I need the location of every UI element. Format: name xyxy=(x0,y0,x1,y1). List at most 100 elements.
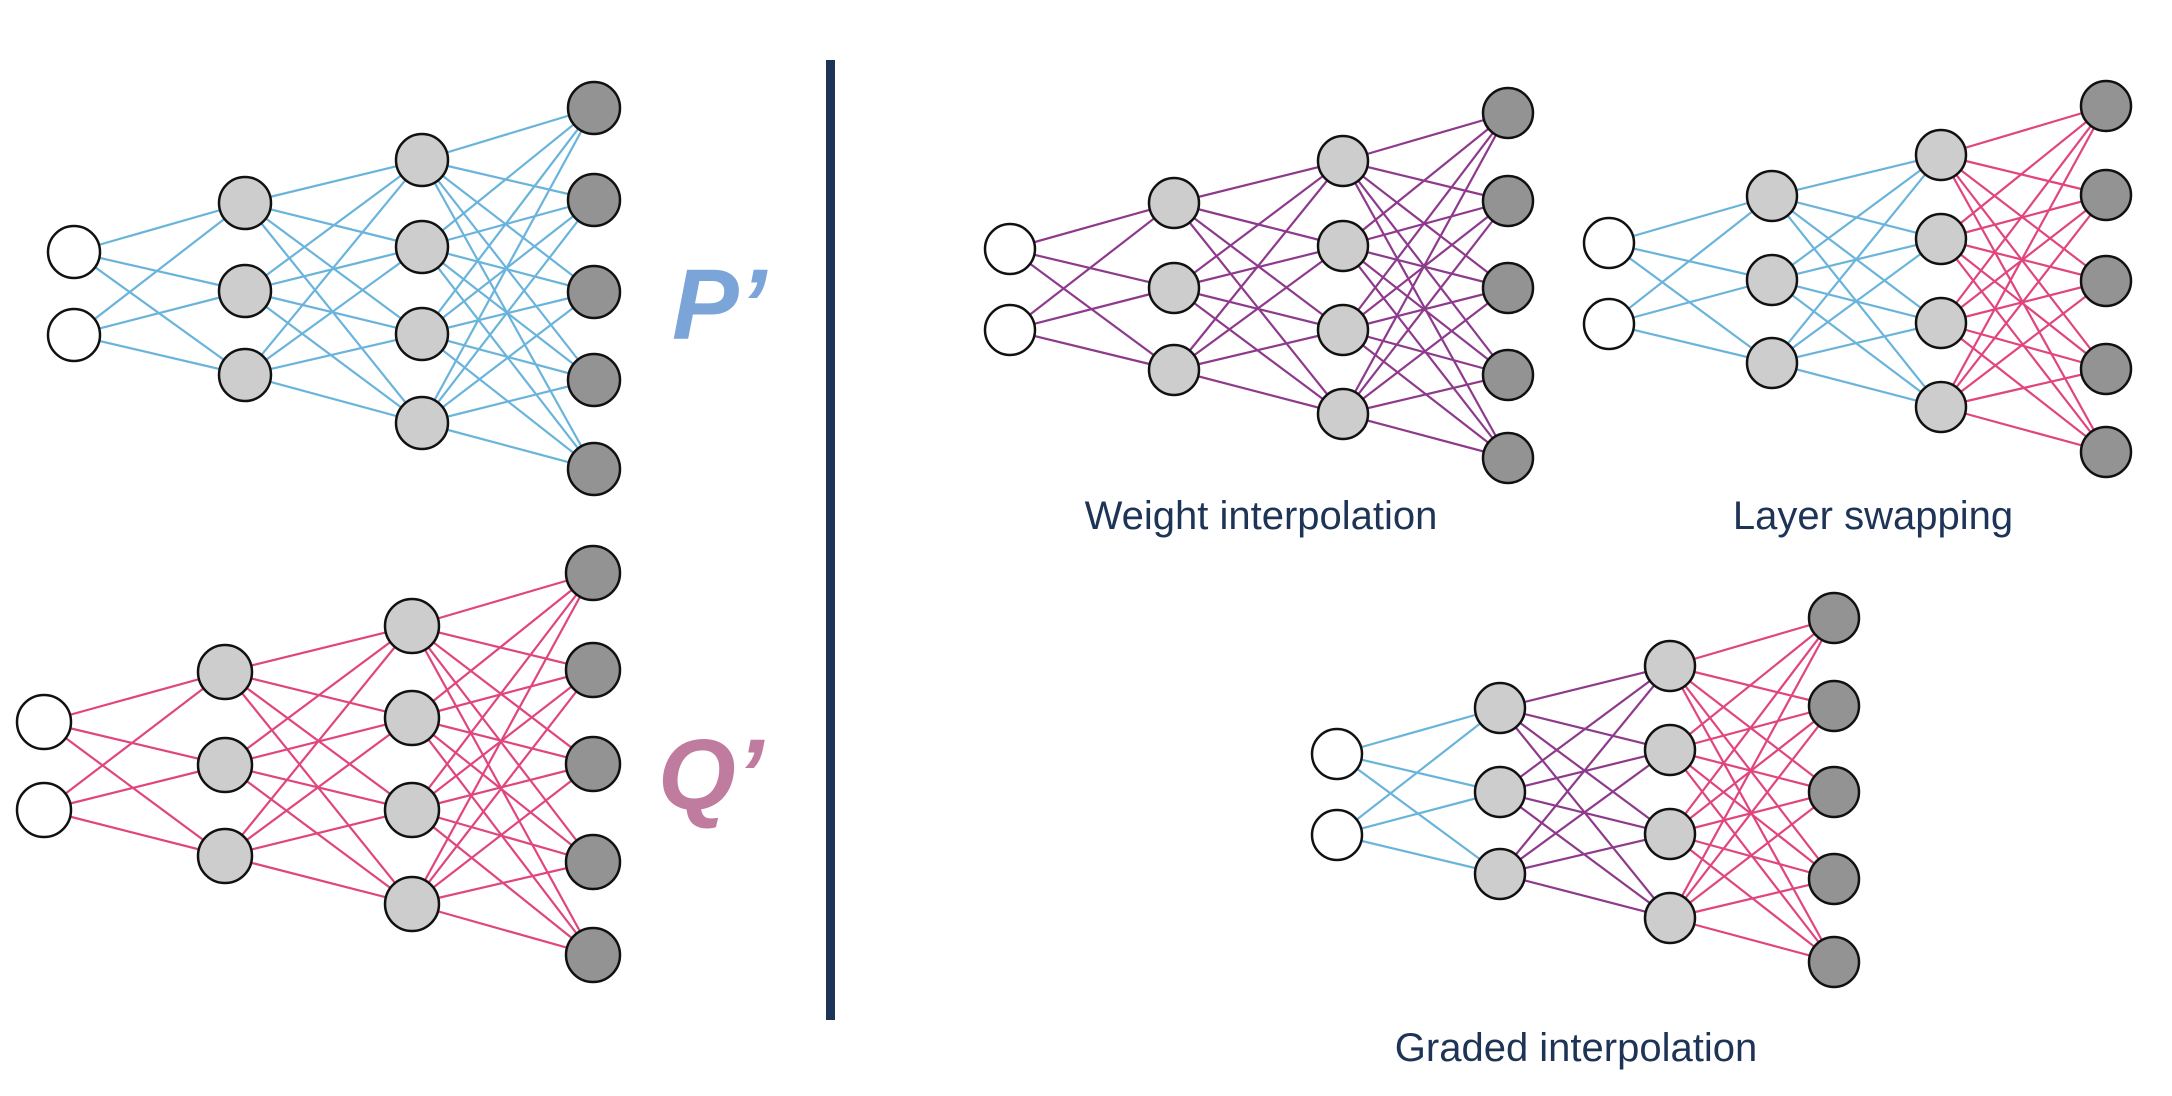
node-weight-interpolation-hidden1-1 xyxy=(1147,261,1201,315)
edge-p-model-l1-2-1 xyxy=(244,246,423,376)
edge-graded-interpolation-l1-2-3 xyxy=(1499,872,1671,920)
node-layer-swapping-output-4 xyxy=(2079,425,2133,479)
node-graded-interpolation-hidden2-3 xyxy=(1643,891,1697,945)
node-graded-interpolation-hidden2-1 xyxy=(1643,723,1697,777)
edge-q-model-l2-1-1 xyxy=(411,668,594,720)
edges-layer-swapping xyxy=(1608,104,2107,454)
edge-graded-interpolation-l1-1-0 xyxy=(1499,665,1671,793)
node-graded-interpolation-hidden1-2 xyxy=(1473,847,1527,901)
node-q-model-hidden1-2 xyxy=(196,827,254,885)
nodes-p-model xyxy=(46,80,622,497)
node-weight-interpolation-hidden2-3 xyxy=(1316,387,1370,441)
node-q-model-hidden1-1 xyxy=(196,736,254,794)
edges-p-model xyxy=(73,106,595,471)
edge-p-model-l2-2-0 xyxy=(421,107,595,335)
edge-layer-swapping-l2-2-3 xyxy=(1940,321,2107,371)
node-layer-swapping-input-1 xyxy=(1582,297,1636,351)
node-layer-swapping-hidden2-2 xyxy=(1914,296,1968,350)
node-graded-interpolation-hidden1-0 xyxy=(1473,681,1527,735)
node-p-model-hidden1-2 xyxy=(217,347,273,403)
node-p-model-output-0 xyxy=(566,80,622,136)
edge-p-model-l1-0-0 xyxy=(244,158,423,205)
edge-layer-swapping-l2-0-3 xyxy=(1940,154,2107,370)
edge-layer-swapping-l0-0-1 xyxy=(1608,241,1773,282)
edges-weight-interpolation xyxy=(1009,111,1509,460)
node-p-model-hidden1-0 xyxy=(217,175,273,231)
edge-q-model-l2-1-0 xyxy=(411,572,594,719)
node-layer-swapping-hidden2-0 xyxy=(1914,128,1968,182)
edge-p-model-l2-0-1 xyxy=(421,158,595,202)
node-p-model-output-3 xyxy=(566,352,622,408)
edge-layer-swapping-l2-0-1 xyxy=(1940,153,2107,197)
edge-layer-swapping-l2-3-1 xyxy=(1940,194,2107,408)
edge-weight-interpolation-l2-3-0 xyxy=(1342,112,1509,415)
edge-layer-swapping-l1-0-0 xyxy=(1771,153,1942,198)
network-weight-interpolation xyxy=(983,86,1535,485)
node-graded-interpolation-hidden2-2 xyxy=(1643,807,1697,861)
edge-weight-interpolation-l2-3-3 xyxy=(1342,373,1509,416)
edge-graded-interpolation-l0-0-0 xyxy=(1336,706,1501,756)
node-weight-interpolation-input-1 xyxy=(983,303,1037,357)
edges-graded-interpolation xyxy=(1336,616,1835,964)
node-weight-interpolation-hidden1-2 xyxy=(1147,343,1201,397)
edge-q-model-l1-1-0 xyxy=(224,625,413,766)
edge-q-model-l1-2-0 xyxy=(224,625,413,857)
edge-weight-interpolation-l2-1-3 xyxy=(1342,245,1509,376)
edge-layer-swapping-l0-1-1 xyxy=(1608,278,1773,326)
node-q-model-hidden2-2 xyxy=(383,781,441,839)
node-weight-interpolation-hidden1-0 xyxy=(1147,176,1201,230)
edge-layer-swapping-l1-2-1 xyxy=(1771,238,1942,364)
edge-p-model-l2-3-3 xyxy=(421,378,595,425)
edge-graded-interpolation-l2-0-0 xyxy=(1669,616,1835,668)
edge-weight-interpolation-l1-0-0 xyxy=(1173,159,1344,205)
edge-p-model-l2-0-2 xyxy=(421,159,595,293)
edge-graded-interpolation-l1-0-0 xyxy=(1499,664,1671,710)
edge-weight-interpolation-l2-2-3 xyxy=(1342,328,1509,377)
edge-q-model-l0-0-1 xyxy=(43,720,226,767)
edge-p-model-l0-1-2 xyxy=(73,333,246,377)
edge-layer-swapping-l2-3-4 xyxy=(1940,405,2107,454)
node-q-model-output-0 xyxy=(564,544,622,602)
node-weight-interpolation-output-4 xyxy=(1481,431,1535,485)
edge-graded-interpolation-l2-2-3 xyxy=(1669,832,1835,881)
edge-weight-interpolation-l2-0-0 xyxy=(1342,111,1509,163)
edge-p-model-l2-1-0 xyxy=(421,107,595,248)
edge-weight-interpolation-l2-1-0 xyxy=(1342,112,1509,247)
edge-q-model-l2-0-3 xyxy=(411,625,594,863)
edge-p-model-l2-3-0 xyxy=(421,107,595,424)
edge-weight-interpolation-l1-2-1 xyxy=(1173,245,1344,371)
node-layer-swapping-hidden1-0 xyxy=(1745,169,1799,223)
edge-q-model-l1-2-1 xyxy=(224,717,413,857)
edge-q-model-l0-0-2 xyxy=(43,721,226,857)
edge-weight-interpolation-l2-1-1 xyxy=(1342,199,1509,248)
edge-p-model-l2-3-4 xyxy=(421,421,595,471)
edge-layer-swapping-l1-1-0 xyxy=(1771,154,1942,281)
node-weight-interpolation-input-0 xyxy=(983,222,1037,276)
node-graded-interpolation-hidden2-0 xyxy=(1643,639,1697,693)
edge-graded-interpolation-l2-0-1 xyxy=(1669,664,1835,708)
node-p-model-hidden2-3 xyxy=(394,395,450,451)
node-weight-interpolation-hidden2-1 xyxy=(1316,219,1370,273)
edge-graded-interpolation-l2-2-0 xyxy=(1669,617,1835,835)
edge-weight-interpolation-l2-1-2 xyxy=(1342,244,1509,290)
edge-p-model-l2-3-1 xyxy=(421,199,595,424)
edge-graded-interpolation-l1-2-1 xyxy=(1499,749,1671,875)
node-graded-interpolation-output-0 xyxy=(1807,591,1861,645)
node-layer-swapping-output-1 xyxy=(2079,168,2133,222)
node-weight-interpolation-output-0 xyxy=(1481,86,1535,140)
node-graded-interpolation-output-4 xyxy=(1807,935,1861,989)
edge-q-model-l2-3-0 xyxy=(411,572,594,905)
edge-weight-interpolation-l1-2-2 xyxy=(1173,328,1344,372)
edge-q-model-l2-1-3 xyxy=(411,717,594,863)
node-p-model-output-4 xyxy=(566,441,622,497)
edges-q-model xyxy=(43,571,594,957)
edge-q-model-l1-2-3 xyxy=(224,854,413,906)
edge-q-model-l0-1-1 xyxy=(43,763,226,812)
node-p-model-output-1 xyxy=(566,172,622,228)
edge-graded-interpolation-l2-1-3 xyxy=(1669,749,1835,880)
node-q-model-output-4 xyxy=(564,926,622,984)
node-p-model-input-1 xyxy=(46,307,102,363)
nodes-layer-swapping xyxy=(1582,79,2133,479)
edge-layer-swapping-l1-2-0 xyxy=(1771,154,1942,364)
